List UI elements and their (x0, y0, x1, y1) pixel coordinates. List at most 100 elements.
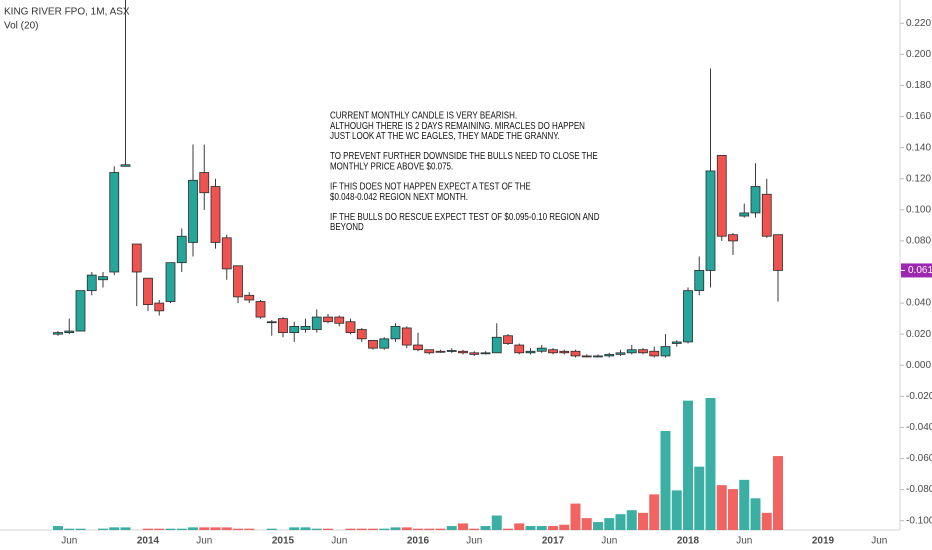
volume-bar (176, 528, 187, 530)
last-price-box (901, 263, 932, 278)
volume-bar (188, 527, 198, 530)
y-tick-label: 0.120 (906, 173, 931, 184)
x-tick-label: 2019 (812, 536, 835, 547)
x-tick-label: 2016 (407, 536, 430, 547)
volume-bar (75, 528, 86, 530)
volume-bar (548, 526, 558, 530)
volume-bar (705, 398, 716, 530)
candle-body (379, 338, 390, 349)
volume-bar (716, 485, 727, 530)
volume-bar (480, 526, 491, 530)
candle-body (109, 172, 120, 273)
volume-bar (210, 527, 221, 530)
candle-body (176, 235, 187, 264)
candle-body (739, 212, 750, 217)
candle-body (53, 332, 63, 335)
volume-bar (390, 527, 401, 530)
candle-body (705, 170, 716, 271)
candle-body (626, 349, 637, 354)
volume-bar (120, 527, 131, 530)
volume-bar (773, 456, 783, 530)
annotation-line: BEYOND (330, 221, 364, 232)
volume-bar (221, 527, 232, 530)
chart-title: KING RIVER FPO, 1M, ASX (4, 7, 130, 18)
candle-body (593, 355, 603, 358)
candle-body (154, 302, 165, 312)
y-tick-label: 0.020 (906, 329, 931, 340)
annotation-line: JUST LOOK AT THE WC EAGLES, THEY MADE TH… (330, 130, 560, 141)
volume-bar (300, 527, 311, 530)
candle-body (514, 344, 525, 354)
candle-body (491, 336, 502, 354)
y-tick-label: 0.040 (906, 298, 931, 309)
volume-bar (266, 528, 277, 530)
candle-body (165, 262, 176, 302)
volume-bar (233, 528, 243, 530)
candle-body (615, 352, 626, 355)
volume-bar (413, 528, 423, 530)
candle-body (604, 353, 615, 357)
candle-body (773, 234, 783, 271)
candle-body (424, 349, 435, 354)
candle-body (638, 349, 648, 354)
annotation-line: IF THE BULLS DO RESCUE EXPECT TEST OF $0… (330, 211, 600, 222)
volume-bar (435, 528, 446, 530)
y-tick-label: -0.100 (906, 515, 932, 526)
volume-bar (593, 522, 603, 530)
volume-bar (401, 527, 412, 530)
candle-body (233, 265, 243, 298)
volume-bar (109, 527, 120, 530)
volume-bar (64, 528, 75, 530)
x-tick-label: Jun (331, 536, 347, 547)
volume-bar (638, 512, 648, 530)
candle-body (694, 270, 705, 292)
candle-body (469, 352, 480, 355)
x-tick-label: 2015 (272, 536, 295, 547)
volume-bar (311, 528, 322, 530)
plot-area (53, 0, 904, 530)
volume-bar (458, 523, 468, 530)
candle-body (446, 350, 457, 352)
candle-body (86, 274, 97, 292)
annotation-line: $0.048-0.042 REGION NEXT MONTH. (330, 191, 468, 202)
candle-body (64, 330, 75, 334)
candle-body (413, 344, 423, 351)
volume-bar (143, 528, 153, 530)
volume-bar (98, 528, 108, 530)
candle-body (525, 350, 536, 354)
x-tick-label: Jun (196, 536, 212, 547)
volume-bar (199, 527, 210, 530)
x-tick-label: Jun (601, 536, 617, 547)
candle-body (221, 237, 232, 270)
candle-body (289, 325, 300, 334)
y-tick-label: 0.160 (906, 111, 931, 122)
candle-body (368, 339, 378, 349)
volume-bar (503, 528, 513, 530)
volume-bar (649, 494, 660, 530)
candle-body (188, 179, 198, 243)
volume-bar (570, 503, 581, 530)
candle-body (210, 186, 221, 243)
y-tick-label: 0.180 (906, 80, 931, 91)
candle-body (671, 341, 682, 344)
annotation: CURRENT MONTHLY CANDLE IS VERY BEARISH.A… (330, 110, 600, 233)
candle-body (581, 355, 592, 358)
candle-body (334, 316, 345, 324)
candle-body (660, 346, 671, 357)
candle-body (761, 193, 772, 237)
candle-body (266, 321, 277, 324)
volume-bar (761, 512, 772, 530)
x-tick-label: Jun (736, 536, 752, 547)
annotation-line: CURRENT MONTHLY CANDLE IS VERY BEARISH. (330, 110, 517, 121)
candle-body (570, 350, 581, 357)
x-tick-label: Jun (871, 536, 887, 547)
candle-body (323, 316, 333, 323)
volume-bar (739, 479, 750, 530)
volume-bar (525, 526, 536, 530)
annotation-line: ALTHOUGH THERE IS 2 DAYS REMAINING. MIRA… (330, 120, 585, 131)
x-tick-label: Jun (61, 536, 77, 547)
candle-body (356, 329, 367, 340)
volume-bar (626, 510, 637, 530)
